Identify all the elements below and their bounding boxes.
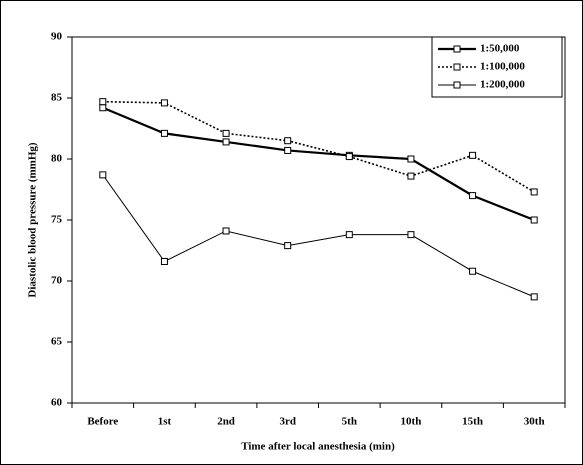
legend-label: 1:200,000 bbox=[480, 79, 525, 91]
point-marker bbox=[345, 231, 353, 239]
point-marker bbox=[407, 231, 415, 239]
point-marker bbox=[222, 129, 230, 137]
y-axis-label: Diastolic blood pressure (mmHg) bbox=[27, 142, 39, 297]
y-tick-label: 90 bbox=[51, 31, 63, 43]
legend-marker bbox=[453, 45, 461, 53]
x-axis-label: Time after local anesthesia (min) bbox=[241, 441, 395, 453]
x-tick-label: 1st bbox=[158, 416, 172, 428]
point-marker bbox=[284, 146, 292, 154]
y-tick-label: 75 bbox=[51, 214, 63, 226]
point-marker bbox=[345, 153, 353, 161]
x-tick-label: 30th bbox=[524, 416, 545, 428]
point-marker bbox=[99, 98, 107, 106]
series-line bbox=[102, 174, 535, 298]
legend-label: 1:50,000 bbox=[480, 43, 520, 55]
point-marker bbox=[222, 138, 230, 146]
y-tick-label: 85 bbox=[51, 92, 63, 104]
point-marker bbox=[407, 172, 415, 180]
point-marker bbox=[407, 155, 415, 163]
point-marker bbox=[469, 267, 477, 275]
x-tick-label: 15th bbox=[462, 416, 483, 428]
point-marker bbox=[284, 137, 292, 145]
y-tick-label: 65 bbox=[51, 336, 63, 348]
series-line bbox=[102, 100, 535, 193]
legend-marker bbox=[453, 63, 461, 71]
x-tick-label: 2nd bbox=[217, 416, 235, 428]
point-marker bbox=[530, 188, 538, 196]
point-marker bbox=[530, 216, 538, 224]
x-tick-label: Before bbox=[87, 416, 118, 428]
legend-marker bbox=[453, 81, 461, 89]
x-tick-label: 5th bbox=[342, 416, 357, 428]
point-marker bbox=[99, 171, 107, 179]
point-marker bbox=[99, 104, 107, 112]
point-marker bbox=[222, 227, 230, 235]
series-line bbox=[102, 106, 535, 222]
point-marker bbox=[160, 99, 168, 107]
point-marker bbox=[469, 151, 477, 159]
point-marker bbox=[469, 192, 477, 200]
point-marker bbox=[530, 293, 538, 301]
y-tick-label: 60 bbox=[51, 397, 63, 409]
x-tick-label: 3rd bbox=[279, 416, 296, 428]
x-tick-label: 10th bbox=[401, 416, 422, 428]
point-marker bbox=[160, 129, 168, 137]
point-marker bbox=[160, 257, 168, 265]
y-tick-label: 80 bbox=[51, 153, 63, 165]
y-tick-label: 70 bbox=[51, 275, 63, 287]
point-marker bbox=[284, 242, 292, 250]
legend-label: 1:100,000 bbox=[480, 61, 525, 73]
